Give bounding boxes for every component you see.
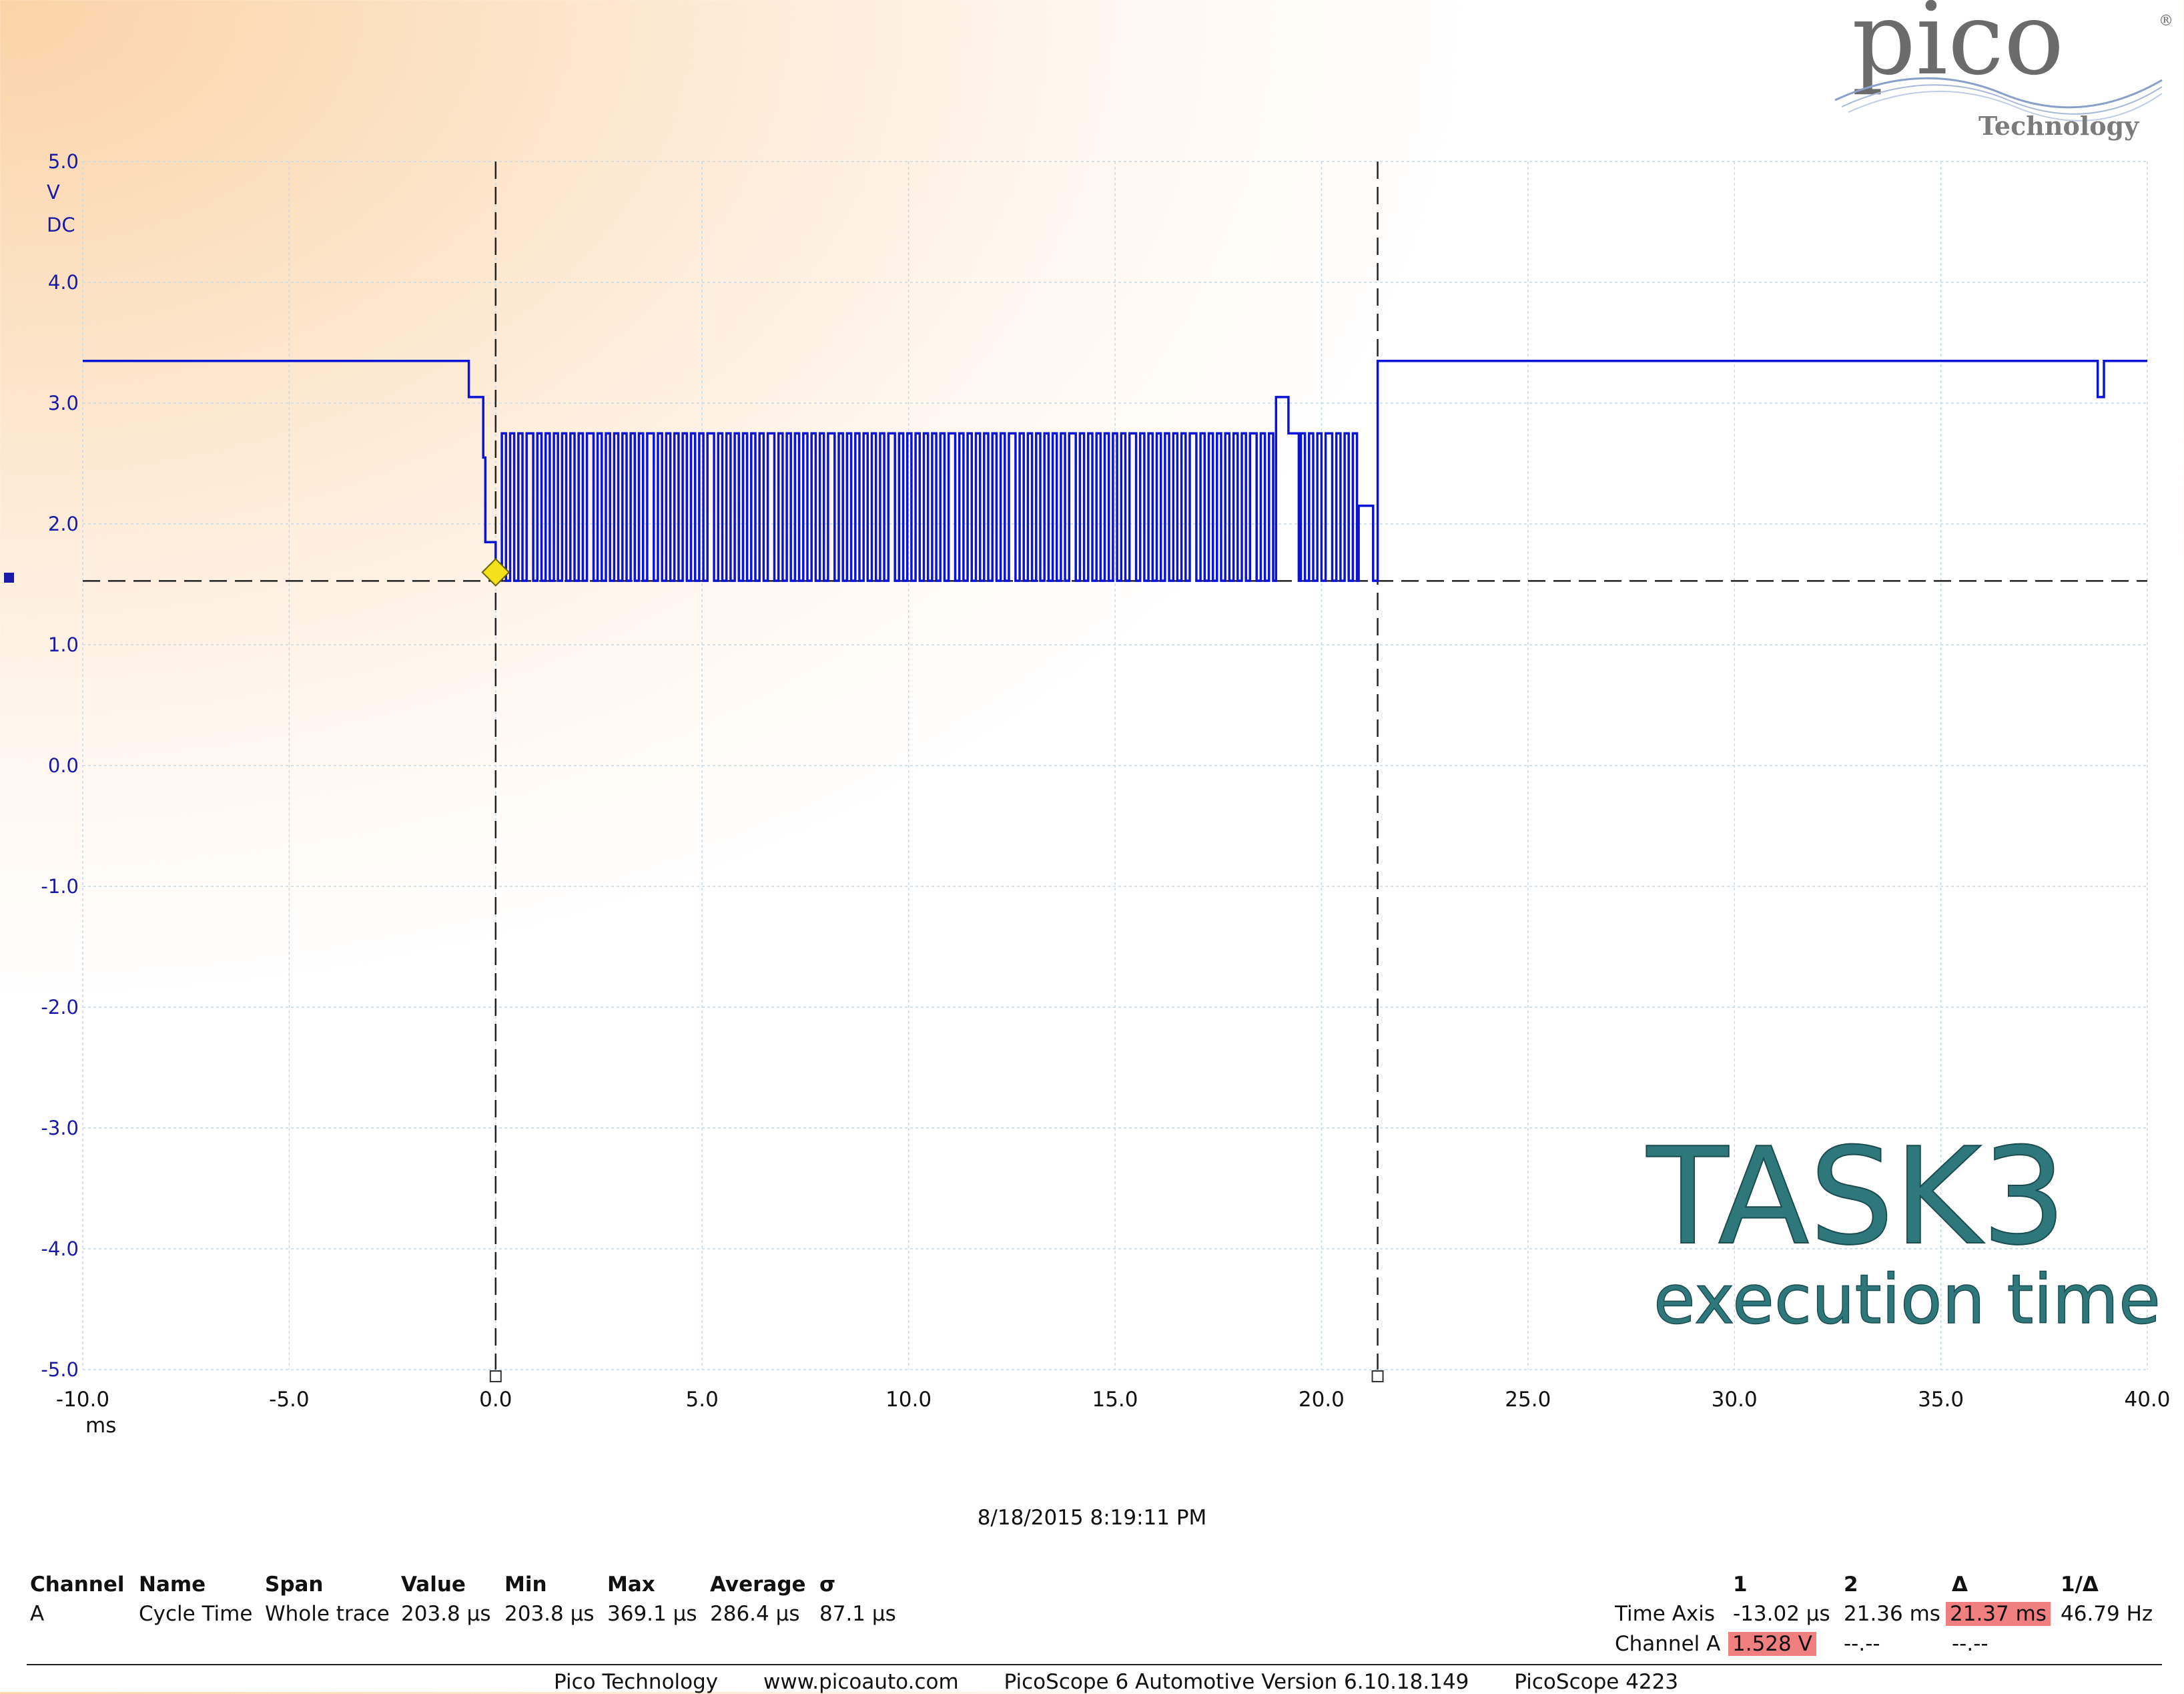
meas-cell-name: Cycle Time <box>139 1602 253 1626</box>
footer-device: PicoScope 4223 <box>1514 1670 1679 1694</box>
y-tick-label: 1.0 <box>48 633 79 656</box>
footer-company: Pico Technology <box>554 1670 719 1694</box>
meas-header-channel: Channel <box>30 1573 125 1597</box>
ruler-channel-2: --.-- <box>1844 1632 1880 1656</box>
meas-cell-max: 369.1 µs <box>607 1602 697 1626</box>
footer-url[interactable]: www.picoauto.com <box>763 1670 959 1694</box>
y-tick-label: -5.0 <box>41 1358 79 1381</box>
ruler-label-time: Time Axis <box>1615 1602 1716 1626</box>
meas-cell-min: 203.8 µs <box>504 1602 595 1626</box>
watermark-title: TASK3 <box>1646 1119 2067 1275</box>
ruler-header-2: 2 <box>1844 1573 1858 1597</box>
x-tick-label: 25.0 <box>1505 1388 1551 1412</box>
time-cursor-handle[interactable] <box>489 1370 502 1382</box>
y-tick-label: 5.0 <box>48 150 79 173</box>
channel-a-marker[interactable] <box>4 573 14 583</box>
y-tick-label: 0.0 <box>48 754 79 777</box>
meas-header-sigma: σ <box>819 1573 836 1597</box>
pico-logo: pico ® Technology <box>1834 0 2173 141</box>
footer-divider <box>27 1664 2162 1665</box>
y-axis: 5.0 4.0 3.0 2.0 1.0 0.0 -1.0 -2.0 -3.0 -4.0 -5.0 <box>41 150 79 1381</box>
x-tick-label: 20.0 <box>1299 1388 1345 1412</box>
x-tick-label: 5.0 <box>686 1388 719 1412</box>
time-cursor-handle[interactable] <box>1371 1370 1384 1382</box>
ruler-label-channel: Channel A <box>1615 1632 1721 1656</box>
trigger-marker[interactable] <box>481 557 510 587</box>
ruler-time-2: 21.36 ms <box>1844 1602 1940 1626</box>
meas-cell-channel: A <box>30 1602 45 1626</box>
ruler-header-1: 1 <box>1733 1573 1748 1597</box>
capture-timestamp: 8/18/2015 8:19:11 PM <box>977 1506 1207 1530</box>
ruler-header-inverse: 1/Δ <box>2061 1573 2099 1597</box>
meas-cell-value: 203.8 µs <box>401 1602 491 1626</box>
meas-header-average: Average <box>710 1573 806 1597</box>
meas-cell-average: 286.4 µs <box>710 1602 800 1626</box>
y-tick-label: 2.0 <box>48 513 79 535</box>
x-axis: -10.0 -5.0 0.0 5.0 10.0 15.0 20.0 25.0 30.0 35.0 4… <box>56 1388 2171 1412</box>
meas-header-value: Value <box>401 1573 466 1597</box>
x-tick-label: -5.0 <box>269 1388 310 1412</box>
y-axis-coupling: DC <box>47 214 75 236</box>
meas-cell-span: Whole trace <box>265 1602 390 1626</box>
ruler-time-delta: 21.37 ms <box>1946 1602 2051 1626</box>
ruler-time-inverse: 46.79 Hz <box>2061 1602 2153 1626</box>
y-tick-label: 4.0 <box>48 271 79 294</box>
x-tick-label: 0.0 <box>479 1388 512 1412</box>
x-tick-label: 15.0 <box>1092 1388 1138 1412</box>
x-tick-label: 10.0 <box>885 1388 932 1412</box>
plot-grid <box>82 161 2148 1370</box>
x-axis-unit: ms <box>85 1414 116 1438</box>
ruler-time-1: -13.02 µs <box>1733 1602 1830 1626</box>
y-tick-label: -4.0 <box>41 1237 79 1260</box>
y-tick-label: -1.0 <box>41 875 79 898</box>
logo-registered: ® <box>2159 13 2173 29</box>
meas-header-span: Span <box>265 1573 324 1597</box>
meas-header-max: Max <box>607 1573 655 1597</box>
y-axis-unit: V <box>47 181 60 204</box>
footer: Pico Technology www.picoauto.com PicoSco… <box>554 1670 1717 1694</box>
meas-header-min: Min <box>504 1573 547 1597</box>
ruler-channel-delta: --.-- <box>1952 1632 1988 1656</box>
logo-wave-icon <box>1834 77 2163 109</box>
x-tick-label: -10.0 <box>56 1388 109 1412</box>
y-tick-label: 3.0 <box>48 392 79 414</box>
series-a-trace <box>83 359 2147 582</box>
ruler-header-delta: Δ <box>1952 1573 1968 1597</box>
cursors <box>83 162 2147 1382</box>
watermark-subtitle: execution time <box>1654 1260 2161 1340</box>
x-tick-label: 35.0 <box>1918 1388 1964 1412</box>
meas-cell-sigma: 87.1 µs <box>819 1602 896 1626</box>
x-tick-label: 40.0 <box>2124 1388 2170 1412</box>
x-tick-label: 30.0 <box>1712 1388 1758 1412</box>
footer-version: PicoScope 6 Automotive Version 6.10.18.1… <box>1004 1670 1469 1694</box>
meas-header-name: Name <box>139 1573 206 1597</box>
ruler-channel-1: 1.528 V <box>1728 1632 1816 1656</box>
logo-sub: Technology <box>1978 111 2139 141</box>
y-tick-label: -2.0 <box>41 996 79 1019</box>
y-tick-label: -3.0 <box>41 1117 79 1139</box>
